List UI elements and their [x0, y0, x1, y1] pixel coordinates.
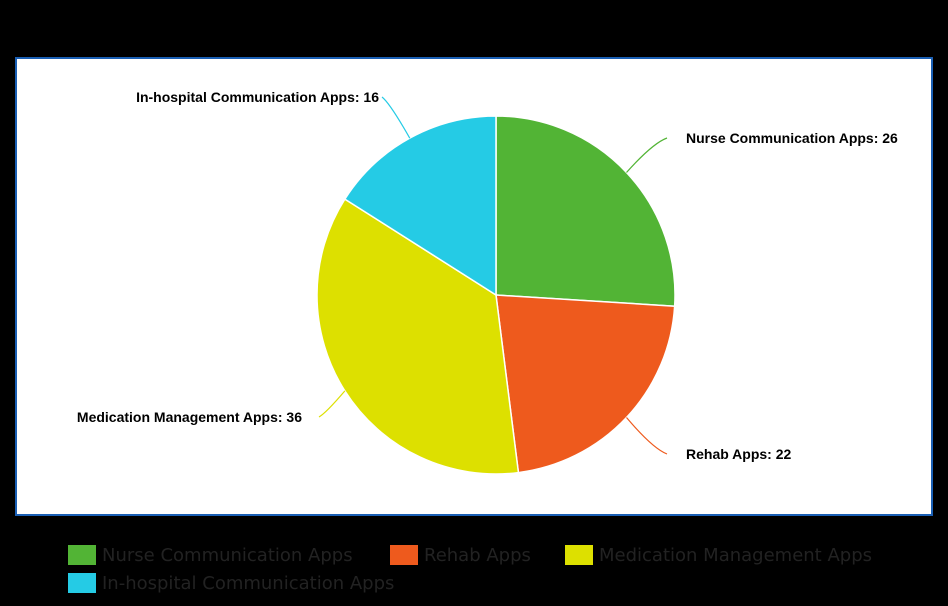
legend-label: Nurse Communication Apps: [102, 544, 353, 566]
leader-line-nurse-communication-apps: [626, 137, 668, 173]
pie-slices: [316, 115, 676, 475]
leader-line-rehab-apps: [626, 417, 668, 455]
pie-chart: Nurse Communication Apps: 26 Rehab Apps: …: [77, 89, 898, 475]
legend-item-rehab-apps[interactable]: Rehab Apps: [390, 543, 531, 567]
pie-slice-rehab-apps[interactable]: [495, 294, 676, 474]
legend-swatch: [565, 545, 593, 565]
legend-label: Rehab Apps: [424, 544, 531, 566]
legend-swatch: [390, 545, 418, 565]
slice-label-in-hospital-communication-apps: In-hospital Communication Apps: 16: [136, 89, 379, 105]
legend-item-in-hospital-communication-apps[interactable]: In-hospital Communication Apps: [68, 571, 394, 595]
slice-labels: Nurse Communication Apps: 26 Rehab Apps: …: [77, 89, 898, 462]
leader-lines: [318, 96, 668, 455]
legend-label: In-hospital Communication Apps: [102, 572, 395, 594]
slice-label-nurse-communication-apps: Nurse Communication Apps: 26: [686, 130, 898, 146]
leader-line-in-hospital-communication-apps: [381, 96, 411, 139]
legend-item-nurse-communication-apps[interactable]: Nurse Communication Apps: [68, 543, 353, 567]
pie-slice-medication-management-apps[interactable]: [316, 198, 520, 475]
legend: Nurse Communication Apps Rehab Apps Medi…: [68, 542, 928, 602]
legend-swatch: [68, 545, 96, 565]
chart-frame: Nurse Communication Apps: 26 Rehab Apps: …: [15, 57, 933, 516]
legend-label: Medication Management Apps: [599, 544, 872, 566]
leader-line-medication-management-apps: [318, 390, 346, 418]
slice-label-rehab-apps: Rehab Apps: 22: [686, 446, 791, 462]
legend-item-medication-management-apps[interactable]: Medication Management Apps: [565, 543, 872, 567]
slice-label-medication-management-apps: Medication Management Apps: 36: [77, 409, 302, 425]
pie-slice-nurse-communication-apps[interactable]: [495, 115, 676, 308]
legend-swatch: [68, 573, 96, 593]
pie-slice-in-hospital-communication-apps[interactable]: [343, 115, 497, 297]
